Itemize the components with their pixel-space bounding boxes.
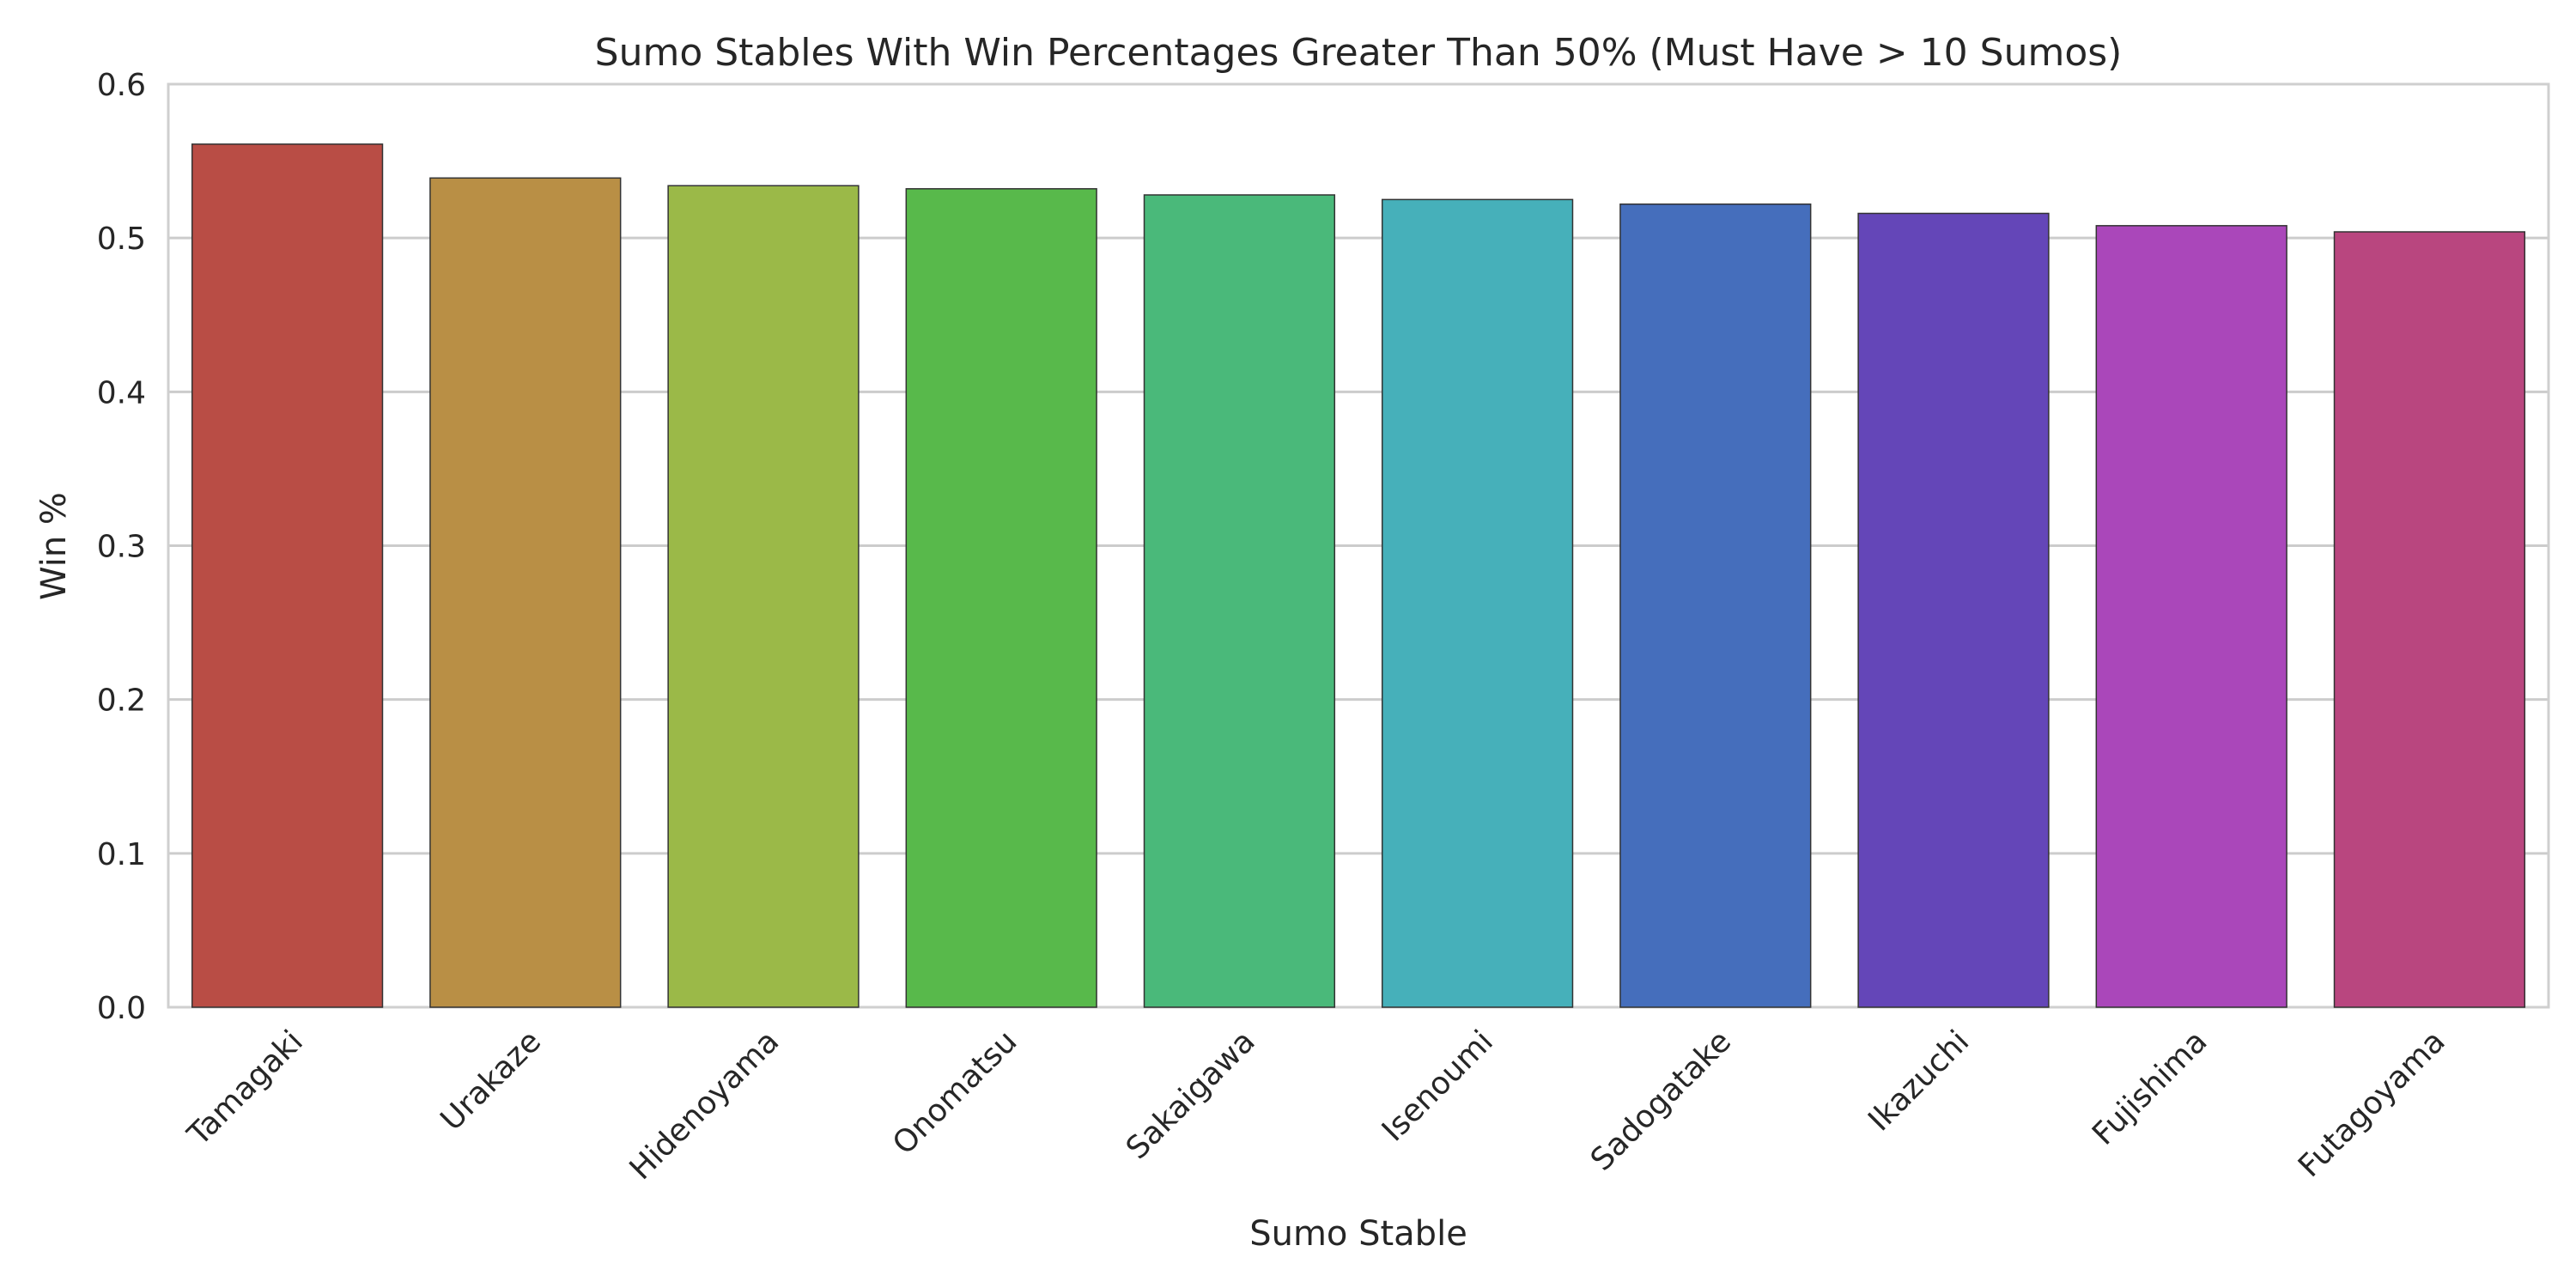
y-tick-label: 0.2: [97, 683, 146, 719]
bar-sakaigawa: [1143, 194, 1336, 1008]
x-tick-label: Urakaze: [434, 1024, 549, 1138]
x-tick-label: Ikazuchi: [1862, 1024, 1976, 1138]
y-axis-label: Win %: [34, 492, 74, 600]
bars: [191, 143, 2526, 1008]
x-tick-label: Tamagaki: [180, 1024, 310, 1153]
bar-fujishima: [2095, 225, 2287, 1008]
y-tick-label: 0.0: [97, 991, 146, 1026]
bar-ikazuchi: [1857, 212, 2050, 1008]
plot-frame: [167, 82, 2550, 1009]
y-tick-label: 0.1: [97, 837, 146, 872]
y-tick-label: 0.6: [97, 68, 146, 103]
bar-urakaze: [429, 177, 622, 1008]
y-tick-label: 0.5: [97, 222, 146, 257]
x-axis-ticks: Tamagaki Urakaze Hidenoyama Onomatsu Sakaiga…: [180, 1024, 2451, 1187]
x-tick-label: Sadogatake: [1584, 1024, 1738, 1177]
y-tick-label: 0.4: [97, 375, 146, 410]
x-tick-label: Sakaigawa: [1120, 1024, 1262, 1166]
bar-sadogatake: [1619, 204, 1812, 1008]
x-tick-label: Isenoumi: [1376, 1024, 1500, 1148]
bar-hidenoyama: [667, 185, 860, 1008]
y-tick-label: 0.3: [97, 530, 146, 565]
x-tick-label: Onomatsu: [886, 1024, 1024, 1162]
bar-isenoumi: [1381, 198, 1574, 1008]
x-tick-label: Futagoyama: [2292, 1024, 2452, 1184]
x-tick-label: Hidenoyama: [623, 1024, 787, 1187]
chart-title: Sumo Stables With Win Percentages Greate…: [595, 31, 2123, 75]
x-tick-label: Fujishima: [2086, 1024, 2214, 1151]
y-axis-ticks: 0.0 0.1 0.2 0.3 0.4 0.5 0.6: [97, 68, 146, 1026]
bar-futagoyama: [2333, 231, 2526, 1008]
bar-tamagaki: [191, 143, 384, 1008]
bar-onomatsu: [905, 188, 1097, 1008]
x-axis-label: Sumo Stable: [1249, 1214, 1467, 1254]
